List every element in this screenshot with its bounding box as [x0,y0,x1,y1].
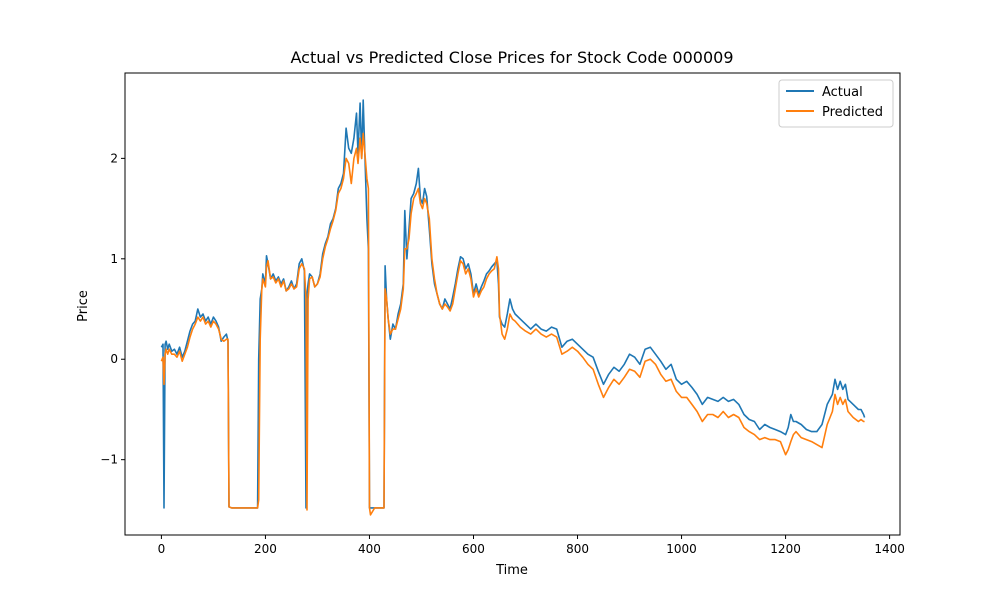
x-tick-label: 600 [462,542,485,556]
x-tick-label: 1400 [874,542,905,556]
series-line-actual [160,99,866,509]
y-axis-label: Price [76,290,91,322]
axes-frame [124,72,901,536]
x-tick-label: 1200 [770,542,801,556]
y-tick-label: 1 [110,252,118,266]
x-axis-label: Time [495,563,528,578]
chart-title: Actual vs Predicted Close Prices for Sto… [291,48,734,67]
series-line-predicted [160,132,865,516]
x-tick-label: 0 [158,542,166,556]
y-tick-label: 0 [110,352,118,366]
y-tick-label: −1 [100,453,118,467]
legend-label-predicted: Predicted [822,105,883,120]
legend-label-actual: Actual [822,85,863,100]
x-tick-label: 200 [254,542,277,556]
plot-area: 0 200 400 600 800 1000 1200 1400 −1 0 1 2 [100,72,905,556]
y-tick-label: 2 [110,151,118,165]
x-tick-label: 1000 [666,542,697,556]
x-tick-label: 800 [566,542,589,556]
legend: Actual Predicted [778,79,894,128]
x-tick-label: 400 [358,542,381,556]
